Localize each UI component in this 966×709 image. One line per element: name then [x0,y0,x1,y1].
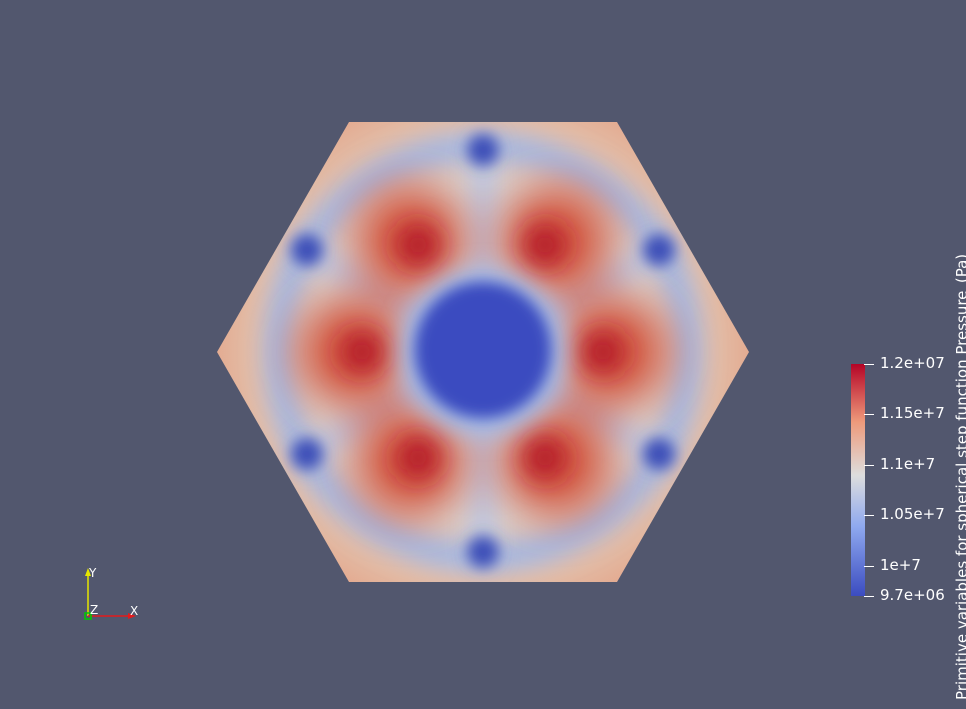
colorbar-title: Primitive variables for spherical step f… [953,253,966,700]
colorbar-tick-mark [864,566,874,567]
colorbar-tick-mark [864,465,874,466]
colorbar-gradient [851,364,865,596]
z-axis-marker [84,612,92,620]
x-axis-label: X [130,604,139,618]
colorbar-tick-label: 1e+7 [880,556,921,574]
x-axis-arrow [128,613,136,619]
pressure-hexagon [217,122,749,582]
colorbar-tick-mark [864,364,874,365]
colorbar-tick-label: 1.05e+7 [880,505,945,523]
colorbar-tick-label: 9.7e+06 [880,586,945,604]
colorbar-tick-label: 1.1e+7 [880,455,936,473]
colorbar-tick-mark [864,515,874,516]
y-axis-label: Y [89,566,97,580]
colorbar-tick-label: 1.2e+07 [880,354,945,372]
colorbar-tick-mark [864,596,874,597]
orientation-axes [84,568,136,620]
z-axis-label: Z [90,603,99,617]
colorbar-tick-mark [864,414,874,415]
y-axis-arrow [85,568,91,576]
colorbar-tick-label: 1.15e+7 [880,404,945,422]
